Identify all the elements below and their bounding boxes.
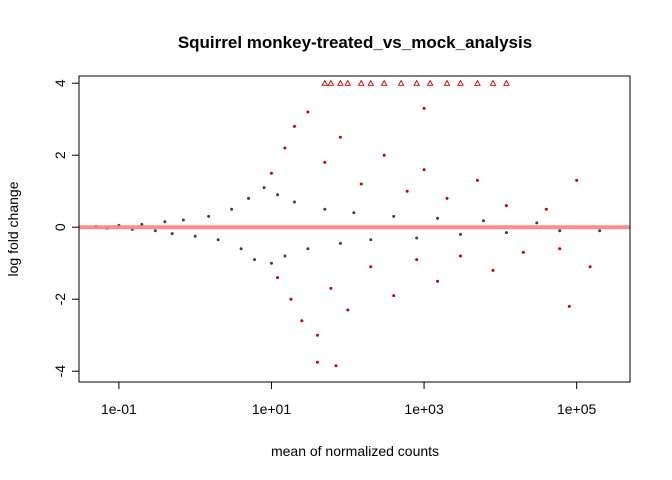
y-tick-label: 4 — [52, 79, 68, 87]
nonsignificant-point — [323, 207, 327, 211]
y-tick-label: -2 — [52, 293, 68, 306]
nonsignificant-point — [153, 229, 157, 233]
significant-point — [558, 247, 562, 251]
nonsignificant-point — [253, 258, 257, 262]
nonsignificant-point — [239, 247, 243, 251]
nonsignificant-point — [392, 214, 396, 218]
series-significant_out_of_range — [321, 79, 510, 86]
points-layer — [94, 79, 602, 368]
significant-point — [269, 171, 273, 175]
significant-point — [544, 207, 548, 211]
nonsignificant-point — [283, 254, 287, 258]
y-axis-label: log fold change — [5, 181, 21, 276]
significant-point — [306, 110, 310, 114]
significant-point — [323, 160, 327, 164]
significant-point — [436, 279, 440, 283]
triangle-point — [337, 79, 344, 86]
triangle-point — [426, 79, 434, 86]
triangle-point — [474, 79, 481, 86]
triangle-point — [503, 79, 510, 86]
y-tick-label: -4 — [52, 365, 68, 378]
significant-point — [382, 153, 386, 157]
nonsignificant-point — [306, 247, 310, 251]
triangle-point — [397, 79, 405, 86]
significant-point — [475, 178, 479, 182]
significant-point — [422, 106, 426, 110]
triangle-point — [413, 79, 421, 86]
nonsignificant-point — [598, 229, 602, 233]
nonsignificant-point — [181, 218, 185, 222]
nonsignificant-point — [230, 207, 234, 211]
significant-point — [283, 146, 287, 150]
significant-point — [491, 268, 495, 272]
significant-point — [338, 135, 342, 139]
x-axis-label: mean of normalized counts — [271, 443, 439, 459]
nonsignificant-point — [247, 196, 251, 200]
triangle-point — [443, 79, 451, 86]
nonsignificant-point — [338, 241, 342, 245]
triangle-point — [457, 79, 464, 86]
significant-point — [504, 204, 508, 208]
series-significant — [269, 106, 592, 368]
nonsignificant-point — [163, 220, 167, 224]
significant-point — [315, 333, 319, 337]
significant-point — [334, 364, 338, 368]
triangle-point — [344, 79, 352, 86]
significant-point — [289, 297, 293, 301]
significant-point — [346, 308, 350, 312]
significant-point — [276, 276, 280, 280]
nonsignificant-point — [262, 186, 266, 190]
significant-point — [300, 319, 304, 323]
significant-point — [315, 360, 319, 364]
nonsignificant-point — [276, 193, 280, 197]
significant-point — [369, 265, 373, 269]
nonsignificant-point — [415, 236, 419, 240]
significant-point — [458, 254, 462, 258]
nonsignificant-point — [352, 211, 356, 215]
triangle-point — [367, 79, 375, 86]
significant-point — [521, 250, 525, 254]
x-tick-label: 1e+03 — [404, 401, 444, 417]
x-tick-label: 1e+05 — [557, 401, 597, 417]
x-axis: 1e-01 1e+01 1e+03 1e+05 — [101, 381, 597, 417]
triangle-point — [380, 79, 388, 86]
significant-point — [359, 182, 363, 186]
significant-point — [392, 294, 396, 298]
nonsignificant-point — [269, 261, 273, 265]
significant-point — [292, 124, 296, 128]
nonsignificant-point — [504, 231, 508, 235]
nonsignificant-point — [436, 216, 440, 220]
significant-point — [329, 286, 333, 290]
nonsignificant-point — [292, 200, 296, 204]
y-tick-label: 0 — [52, 223, 68, 231]
significant-point — [422, 168, 426, 172]
y-axis: -4 -2 0 2 4 — [52, 79, 80, 378]
triangle-point — [489, 79, 497, 86]
significant-point — [588, 265, 592, 269]
nonsignificant-point — [535, 221, 539, 225]
x-tick-label: 1e-01 — [101, 401, 137, 417]
y-tick-label: 2 — [52, 151, 68, 159]
nonsignificant-point — [558, 229, 562, 233]
nonsignificant-point — [458, 232, 462, 236]
triangle-point — [321, 79, 329, 86]
chart-title: Squirrel monkey-treated_vs_mock_analysis — [178, 33, 532, 52]
significant-point — [445, 196, 449, 200]
significant-point — [405, 189, 409, 193]
triangle-point — [327, 79, 335, 86]
significant-point — [415, 258, 419, 262]
significant-point — [575, 178, 579, 182]
triangle-point — [357, 79, 365, 86]
nonsignificant-point — [207, 214, 211, 218]
nonsignificant-point — [481, 219, 485, 223]
nonsignificant-point — [216, 238, 220, 242]
nonsignificant-point — [140, 222, 144, 226]
x-tick-label: 1e+01 — [252, 401, 292, 417]
nonsignificant-point — [193, 234, 197, 238]
significant-point — [567, 304, 571, 308]
nonsignificant-point — [369, 238, 373, 242]
nonsignificant-point — [170, 232, 174, 236]
series-not_significant — [94, 186, 602, 265]
